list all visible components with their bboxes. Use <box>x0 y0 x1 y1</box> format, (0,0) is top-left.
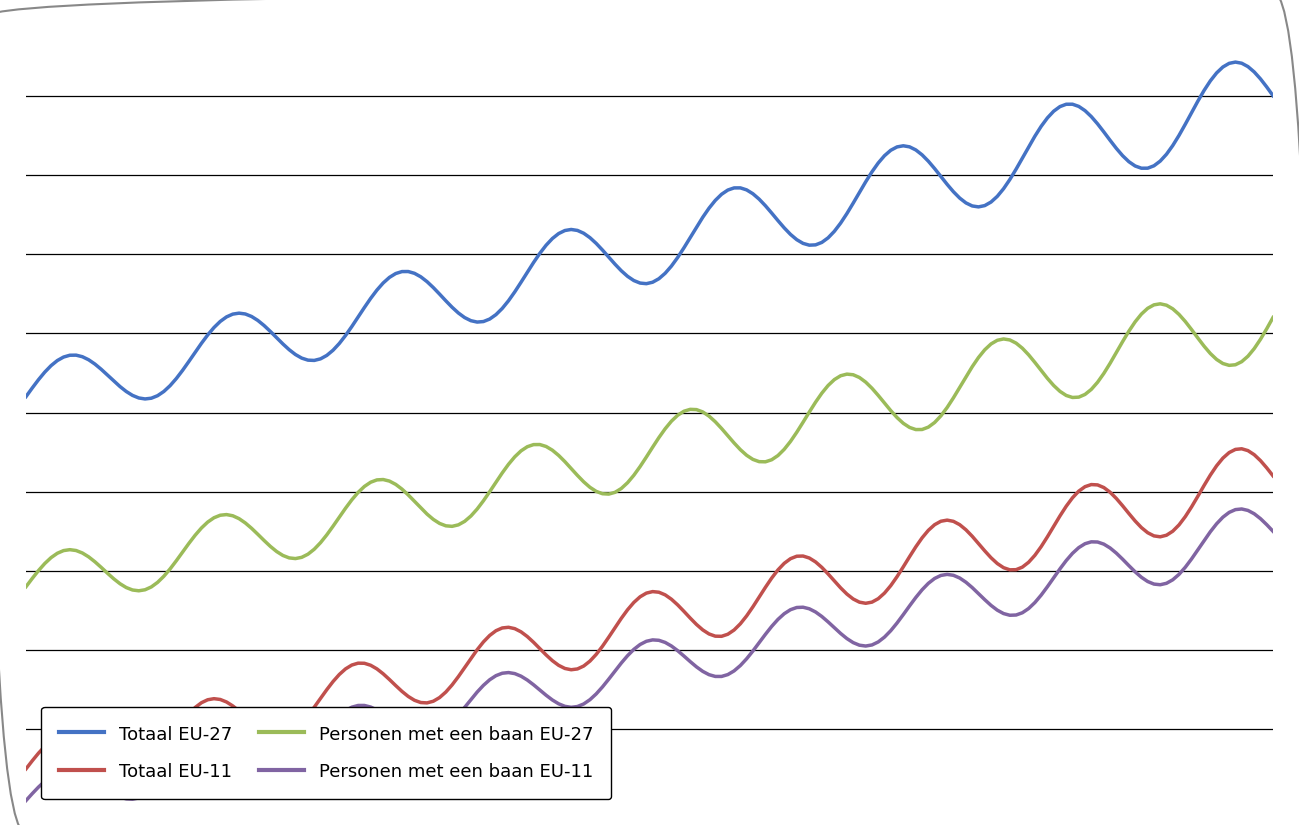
Legend: Totaal EU-27, Totaal EU-11, Personen met een baan EU-27, Personen met een baan E: Totaal EU-27, Totaal EU-11, Personen met… <box>42 706 612 799</box>
